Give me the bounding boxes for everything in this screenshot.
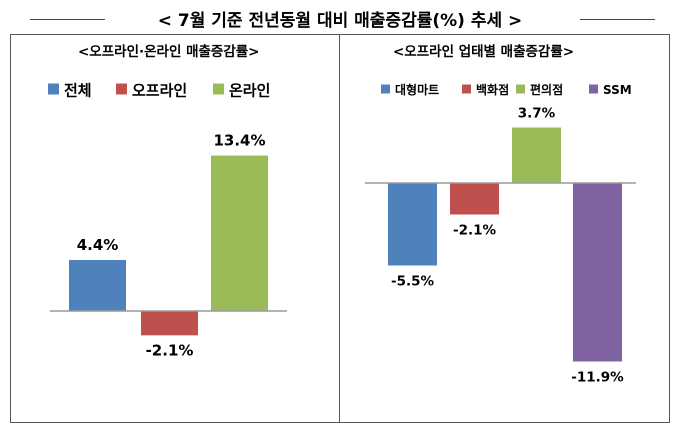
data-label: -5.5% xyxy=(391,274,435,290)
legend-swatch xyxy=(381,84,390,94)
legend-swatch xyxy=(462,84,471,94)
legend-label: 대형마트 xyxy=(395,82,439,97)
data-label: -2.1% xyxy=(146,341,194,359)
bar-온라인 xyxy=(211,155,268,311)
bar-전체 xyxy=(69,259,126,311)
legend-label: 전체 xyxy=(64,81,92,99)
bar-백화점 xyxy=(450,183,499,215)
data-label: -11.9% xyxy=(571,370,624,386)
data-label: 4.4% xyxy=(77,236,119,254)
bar-SSM xyxy=(573,183,622,362)
data-label: 13.4% xyxy=(213,132,265,150)
legend-swatch xyxy=(48,83,59,95)
data-label: 3.7% xyxy=(518,106,556,122)
title-rule-left xyxy=(30,19,105,20)
bar-편의점 xyxy=(512,127,561,183)
legend-label: 오프라인 xyxy=(132,81,187,99)
panel-divider xyxy=(339,34,340,423)
legend-swatch xyxy=(589,84,598,94)
right-chart-title: <오프라인 업태별 매출증감률> xyxy=(393,44,575,60)
legend-swatch xyxy=(516,84,525,94)
bar-오프라인 xyxy=(141,311,198,336)
legend-swatch xyxy=(213,83,224,95)
legend-label: 온라인 xyxy=(229,81,270,99)
legend-label: 편의점 xyxy=(530,82,563,97)
bar-대형마트 xyxy=(388,183,437,266)
legend-swatch xyxy=(116,83,127,95)
left-chart-title: <오프라인·온라인 매출증감률> xyxy=(78,44,260,60)
legend-label: 백화점 xyxy=(476,82,509,97)
title-rule-right xyxy=(580,19,655,20)
charts-frame xyxy=(10,34,670,423)
data-label: -2.1% xyxy=(453,223,497,239)
legend-label: SSM xyxy=(603,83,632,97)
page-title: < 7월 기준 전년동월 대비 매출증감률(%) 추세 > xyxy=(157,11,523,31)
